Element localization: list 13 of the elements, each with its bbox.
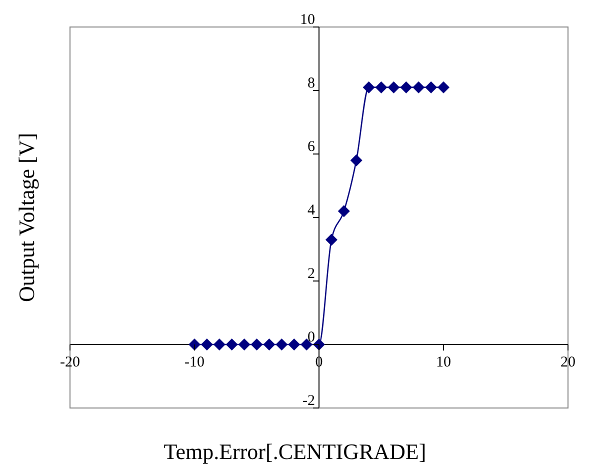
- x-tick-label: -10: [184, 354, 204, 370]
- x-axis-title: Temp.Error[.CENTIGRADE]: [164, 439, 426, 464]
- x-tick-label: 20: [560, 354, 576, 370]
- y-axis-title: Output Voltage [V]: [14, 132, 39, 302]
- y-tick-label: 4: [308, 202, 316, 218]
- y-tick-label: 2: [308, 266, 315, 282]
- y-tick-label: 0: [308, 330, 315, 346]
- y-tick-label: 10: [300, 12, 315, 28]
- y-tick-label: 6: [308, 139, 316, 155]
- y-tick-label: -2: [302, 393, 315, 409]
- x-tick-label: 10: [436, 354, 451, 370]
- x-tick-label: -20: [60, 354, 80, 370]
- y-tick-label: 8: [308, 76, 315, 92]
